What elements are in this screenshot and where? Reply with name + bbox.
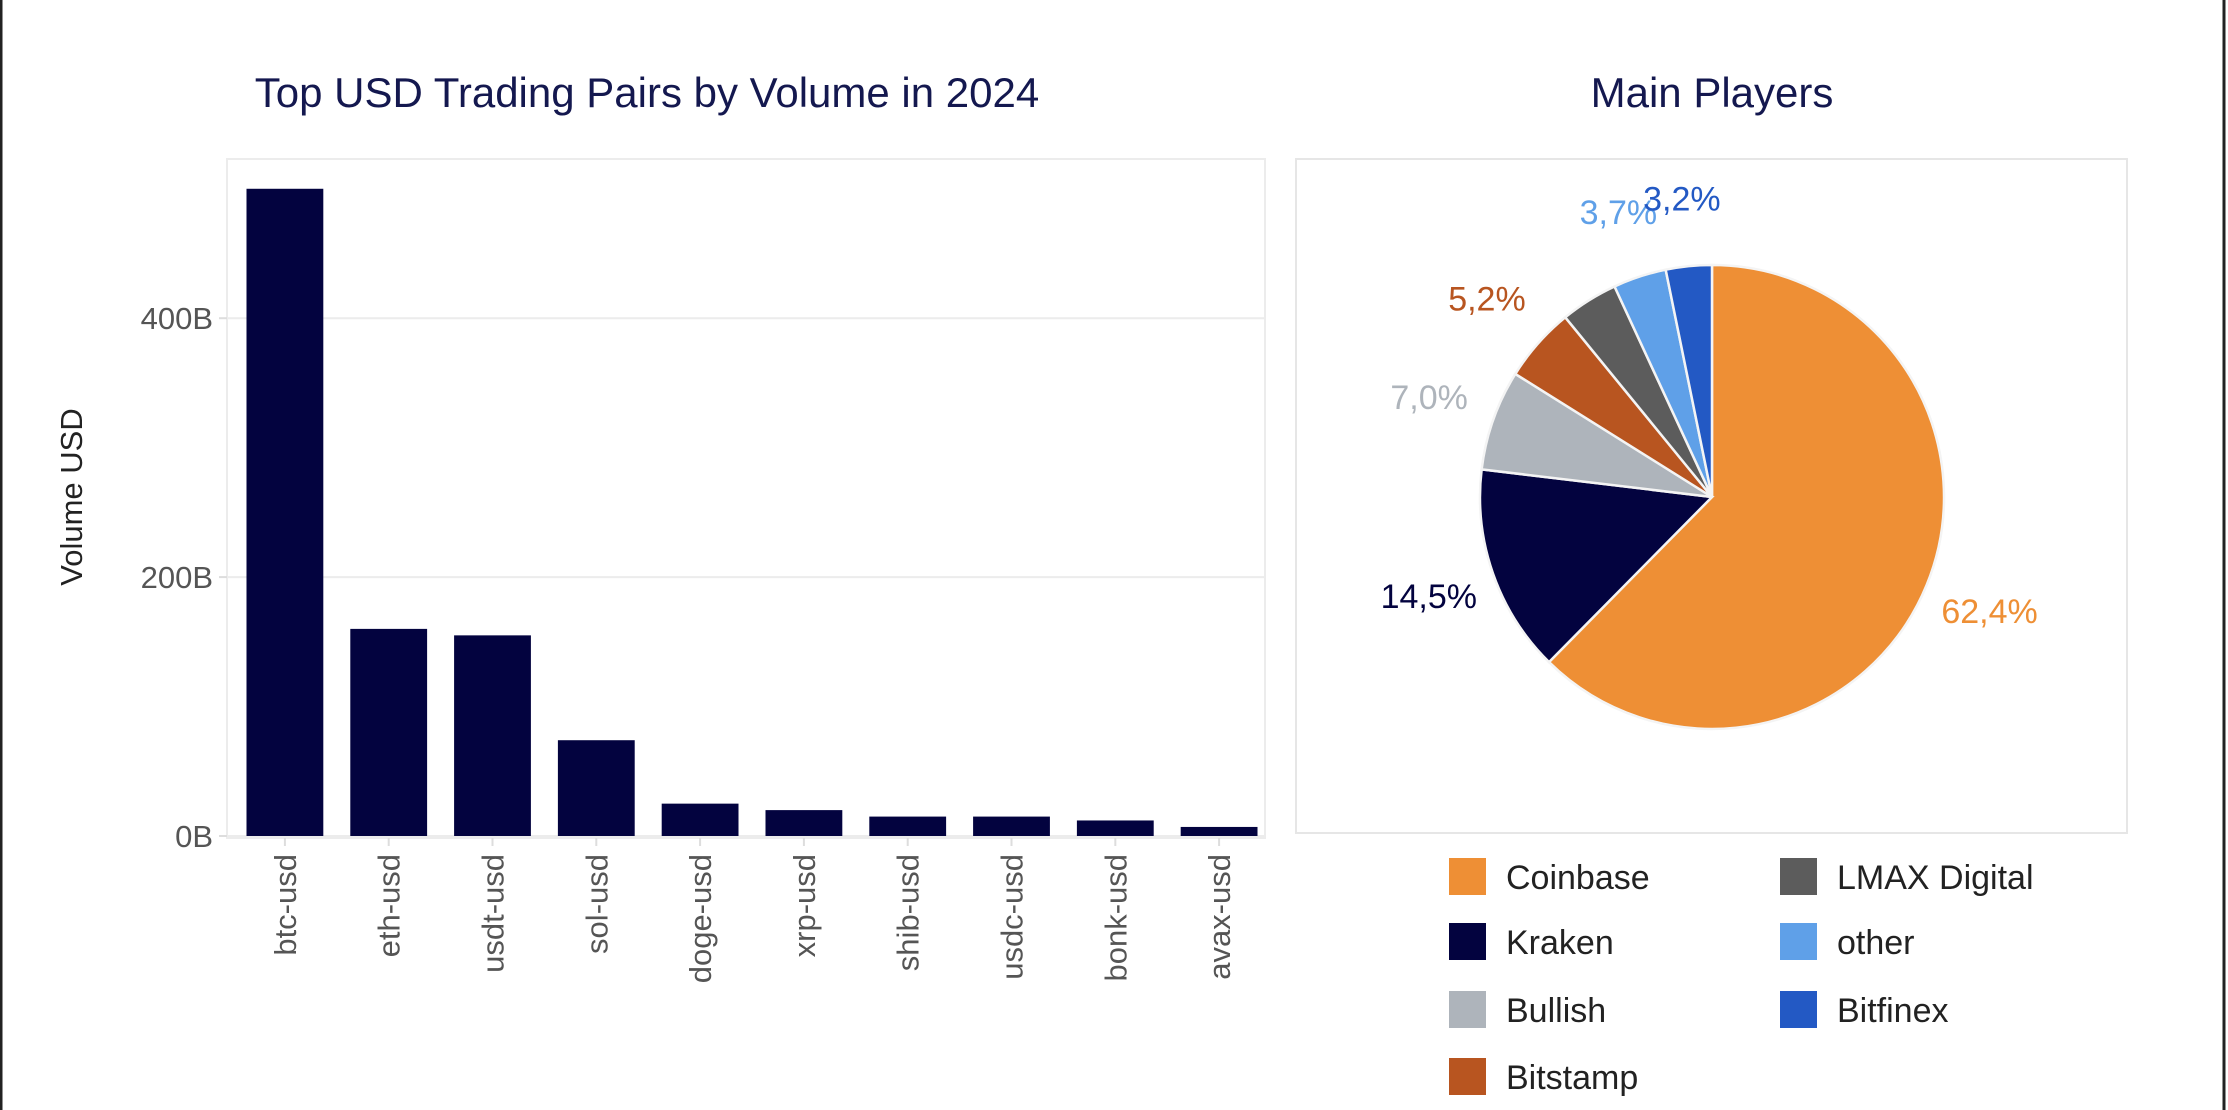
bar-usdt-usd [454,635,531,836]
legend-item-bitstamp: Bitstamp [1449,1058,1638,1097]
y-tick-label: 200B [141,560,213,595]
legend-swatch [1449,923,1486,960]
pie-legend: Coinbase Kraken Bullish Bitstamp LMAX Digita… [1449,858,2034,1097]
y-axis-label: Volume USD [54,408,89,585]
slice-kraken [1478,467,1715,664]
legend-swatch [1449,858,1486,895]
legend-swatch [1780,923,1817,960]
x-tick-label: eth-usd [372,854,407,957]
bar-plot-panel [226,158,1266,839]
x-tick-label: usdc-usd [995,854,1030,980]
pie [1478,263,1946,731]
slice-coinbase [1547,263,1946,731]
slice-label: 5,2% [1448,281,1526,319]
x-tick-label: avax-usd [1202,854,1237,980]
x-tick-label: shib-usd [891,854,926,971]
x-tick-label: doge-usd [683,854,718,983]
pie-labels: 62,4% 14,5% 7,0% 5,2% 3,7%3,2% [1381,181,2038,631]
bar-doge-usd [661,803,739,836]
legend-item-kraken: Kraken [1449,923,1614,962]
bar-x-ticks: btc-usd eth-usd usdt-usd sol-usd doge-usd xrp… [268,838,1237,983]
bar-avax-usd [1180,826,1258,836]
slice-label: 3,7% [1580,194,1658,232]
legend-item-lmax-digital: LMAX Digital [1780,858,2034,897]
legend-label: Kraken [1506,924,1614,962]
x-tick-label: usdt-usd [476,854,511,973]
x-tick-label: sol-usd [579,854,614,954]
bar-btc-usd [246,188,324,836]
pie-chart-title: Main Players [1591,69,1834,116]
bar-sol-usd [557,740,635,836]
bar-shib-usd [869,816,947,836]
bar-chart-title: Top USD Trading Pairs by Volume in 2024 [255,69,1039,116]
bar-xrp-usd [765,810,843,836]
legend-item-coinbase: Coinbase [1449,858,1650,897]
slice-label: 7,0% [1390,379,1468,417]
legend-label: Coinbase [1506,859,1650,897]
y-tick-label: 400B [141,301,213,336]
y-tick-label: 0B [175,819,213,854]
slice-label: 3,2% [1643,181,1721,219]
legend-item-other: other [1780,923,1915,962]
legend-label: Bitfinex [1837,992,1949,1030]
x-tick-label: bonk-usd [1098,854,1133,982]
legend-swatch [1449,1058,1486,1095]
legend-item-bitfinex: Bitfinex [1780,991,1949,1030]
legend-label: other [1837,924,1915,962]
x-tick-label: xrp-usd [787,854,822,957]
legend-swatch [1780,858,1817,895]
bar-y-ticks: 0B 200B 400B [141,301,227,854]
legend-item-bullish: Bullish [1449,991,1606,1030]
slice-label: 62,4% [1941,593,2037,631]
legend-swatch [1449,991,1486,1028]
slice-bullish [1480,372,1713,499]
bars [246,188,1258,836]
legend-label: Bullish [1506,992,1606,1030]
bar-usdc-usd [973,816,1050,836]
bar-eth-usd [350,628,428,836]
x-tick-label: btc-usd [268,854,303,956]
slice-bitfinex [1664,263,1714,498]
legend-label: LMAX Digital [1837,859,2034,897]
legend-label: Bitstamp [1506,1059,1638,1097]
slice-label: 14,5% [1381,578,1477,616]
legend-swatch [1780,991,1817,1028]
bar-bonk-usd [1076,820,1154,836]
